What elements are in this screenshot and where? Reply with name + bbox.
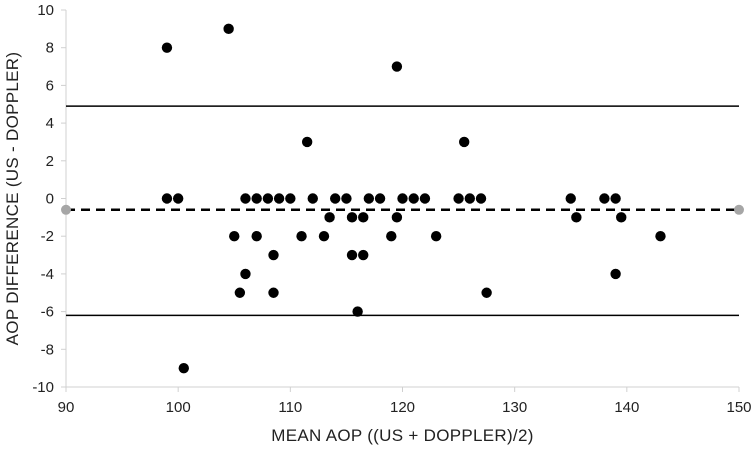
data-point (599, 193, 610, 204)
x-tick-label: 140 (614, 399, 639, 416)
data-point (268, 249, 279, 261)
data-point (240, 268, 251, 280)
data-point (358, 212, 369, 223)
x-tick-label: 120 (390, 399, 415, 416)
data-point (453, 193, 464, 204)
y-tick-label: 0 (46, 191, 54, 208)
data-point (307, 193, 318, 204)
data-point (481, 287, 492, 298)
data-point (161, 193, 173, 204)
data-point (419, 193, 431, 204)
data-point (458, 136, 470, 148)
data-point (430, 231, 442, 242)
x-tick-label: 150 (726, 399, 751, 416)
data-points (161, 23, 666, 374)
data-point (251, 193, 262, 204)
reference-lines (61, 105, 744, 317)
data-point (358, 249, 369, 261)
data-point (391, 212, 403, 223)
x-axis-title: MEAN AOP ((US + DOPPLER)/2) (271, 426, 533, 445)
data-point (172, 193, 184, 204)
data-point (296, 231, 307, 242)
data-point (318, 231, 330, 242)
data-point (178, 362, 189, 374)
data-point (616, 212, 627, 223)
right-mean-line-marker (734, 204, 744, 215)
y-tick-label: 4 (46, 115, 54, 132)
data-point (301, 136, 313, 148)
data-point (273, 193, 285, 204)
x-tick-labels: 90 100 110 120 130 140 150 (58, 399, 752, 416)
data-point (391, 61, 403, 72)
x-tick-label: 100 (166, 399, 191, 416)
data-point (346, 249, 358, 261)
y-tick-label: -6 (41, 304, 54, 321)
data-point (352, 306, 363, 317)
axes (61, 9, 740, 392)
data-point (341, 193, 352, 204)
left-mean-line-marker (61, 204, 71, 215)
y-tick-label: 6 (46, 77, 54, 94)
y-tick-label: -10 (32, 379, 54, 396)
data-point (268, 287, 279, 298)
x-tick-label: 130 (502, 399, 527, 416)
data-point (285, 193, 296, 204)
data-point (324, 212, 335, 223)
y-axis-title: AOP DIFFERENCE (US - DOPPLER) (3, 52, 22, 346)
y-tick-label: -8 (41, 341, 54, 358)
data-point (397, 193, 408, 204)
y-tick-label: 2 (46, 153, 54, 170)
data-point (386, 231, 397, 242)
data-point (610, 268, 621, 280)
y-tick-label: -2 (41, 228, 54, 245)
y-tick-label: 8 (46, 40, 54, 57)
data-point (223, 23, 234, 35)
data-point (240, 193, 251, 204)
y-tick-labels: -10 -8 -6 -4 -2 0 2 4 6 8 10 (32, 2, 54, 396)
y-tick-label: -4 (41, 266, 54, 283)
data-point (475, 193, 487, 204)
data-point (346, 212, 358, 223)
data-point (610, 193, 621, 204)
x-tick-label: 90 (58, 399, 75, 416)
data-point (262, 193, 274, 204)
data-point (330, 193, 341, 204)
data-point (571, 212, 582, 223)
data-point (229, 231, 240, 242)
data-point (161, 42, 173, 53)
data-point (408, 193, 419, 204)
data-point (464, 193, 475, 204)
data-point (234, 287, 246, 298)
x-tick-label: 110 (278, 399, 302, 416)
data-point (565, 193, 576, 204)
data-point (251, 231, 262, 242)
y-tick-label: 10 (37, 2, 54, 19)
data-point (655, 231, 666, 242)
data-point (363, 193, 375, 204)
data-point (374, 193, 386, 204)
